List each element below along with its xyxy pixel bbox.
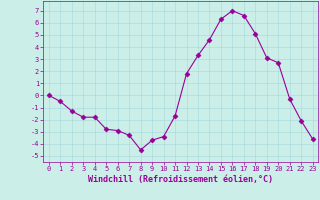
X-axis label: Windchill (Refroidissement éolien,°C): Windchill (Refroidissement éolien,°C) xyxy=(88,175,273,184)
